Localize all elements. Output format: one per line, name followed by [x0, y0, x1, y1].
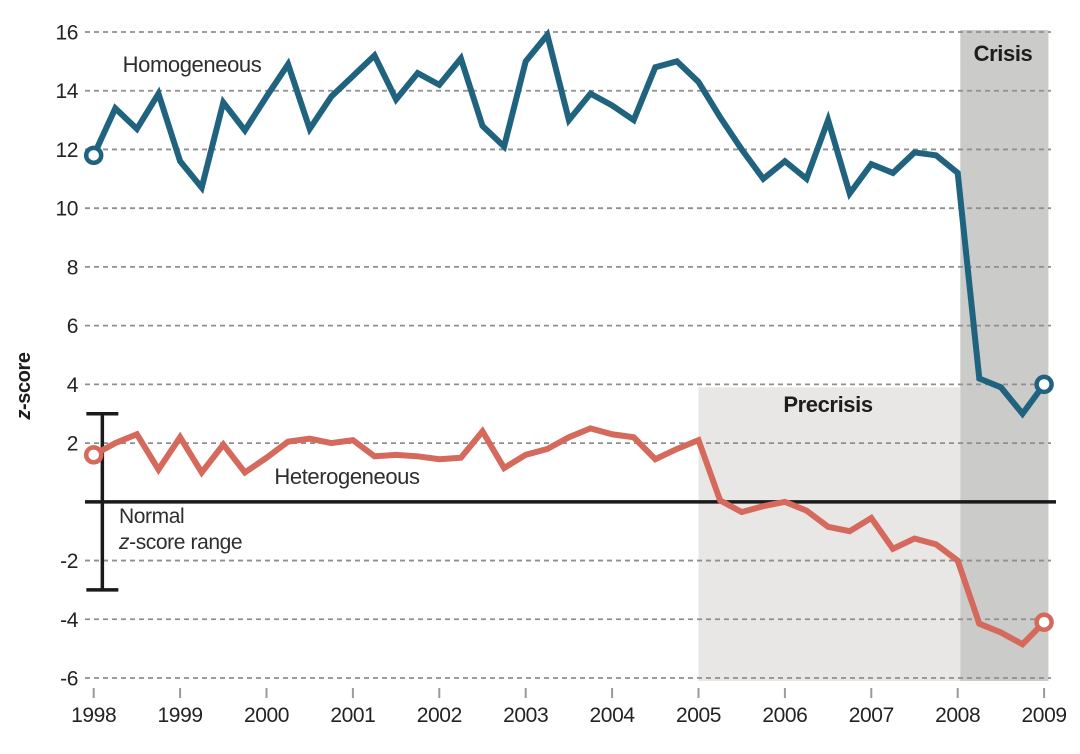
x-tick-label-2008: 2008 — [935, 704, 980, 727]
normal-range-label-line1: Normal — [119, 505, 184, 528]
y-tick-label-16: 16 — [55, 22, 78, 45]
y-tick-label-4: 4 — [67, 374, 79, 397]
x-tick-label-2003: 2003 — [503, 704, 548, 727]
precrisis-band-label: Precrisis — [783, 392, 873, 417]
y-tick-label-2: 2 — [67, 433, 78, 456]
crisis-band-label: Crisis — [974, 41, 1033, 66]
y-tick-label--2: -2 — [60, 550, 78, 573]
heterogeneous-endpoint-marker — [1034, 612, 1054, 632]
y-axis-title: z-score — [13, 352, 35, 421]
x-tick-label-2000: 2000 — [244, 704, 289, 727]
y-tick-label--4: -4 — [60, 609, 79, 632]
y-tick-label-8: 8 — [67, 256, 78, 279]
homogeneous-series-label: Homogeneous — [123, 52, 262, 77]
heterogeneous-line — [90, 425, 1048, 648]
crisis-band — [960, 30, 1049, 681]
homogeneous-endpoint-marker — [1034, 374, 1054, 395]
heterogeneous-series-label: Heterogeneous — [274, 464, 420, 489]
x-tick-label-2004: 2004 — [590, 704, 636, 727]
y-tick-label-6: 6 — [67, 315, 78, 338]
y-tick-label-14: 14 — [55, 80, 78, 103]
normal-range-label-line2: z-score range — [118, 531, 242, 554]
x-tick-label-2002: 2002 — [417, 704, 462, 727]
x-tick-label-2006: 2006 — [762, 704, 807, 727]
precrisis-band — [698, 387, 961, 681]
chart-plot-area: 16 14 12 10 8 6 4 2 -2 -4 -6 1998 1999 2000 2001 2002 20… — [55, 22, 1067, 728]
x-tick-label-2009: 2009 — [1022, 704, 1067, 727]
x-tick-label-2007: 2007 — [849, 704, 894, 727]
x-tick-label-2001: 2001 — [330, 704, 375, 727]
x-tick-label-2005: 2005 — [676, 704, 721, 727]
y-tick-label-12: 12 — [55, 139, 78, 162]
x-tick-label-1998: 1998 — [71, 704, 116, 727]
homogeneous-endpoint-marker — [83, 145, 104, 166]
y-tick-label-10: 10 — [55, 198, 78, 221]
x-tick-label-1999: 1999 — [158, 704, 203, 727]
heterogeneous-endpoint-marker — [83, 445, 104, 465]
homogeneous-line — [90, 28, 1048, 419]
y-tick-label--6: -6 — [60, 668, 78, 691]
